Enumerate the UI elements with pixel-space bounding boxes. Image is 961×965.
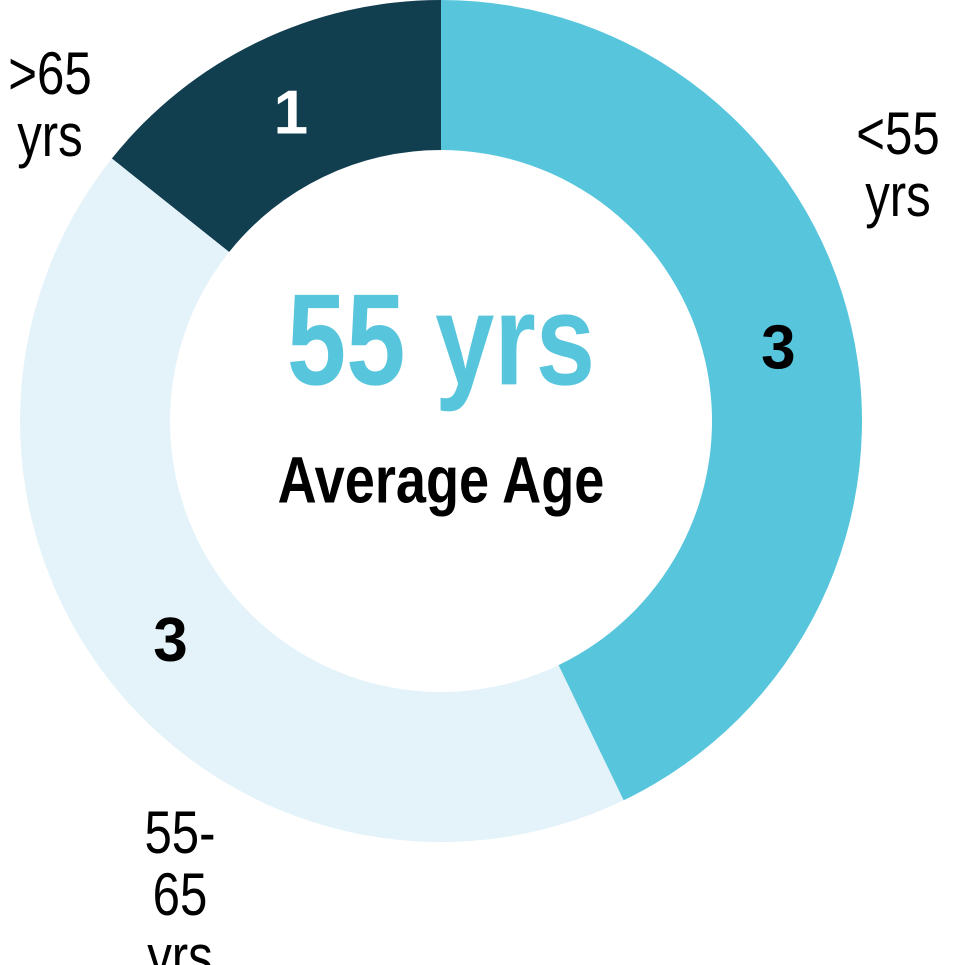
category-label: <55 yrs bbox=[856, 100, 940, 229]
center-label: Average Age bbox=[278, 442, 605, 516]
center-value: 55 yrs bbox=[287, 267, 595, 412]
value-label: 1 bbox=[274, 79, 308, 148]
category-label: 55-65 yrs bbox=[144, 799, 216, 965]
donut-segment bbox=[441, 0, 862, 801]
value-labels: 3 3 1 bbox=[153, 79, 795, 675]
donut-segment bbox=[19, 158, 624, 843]
value-label: 3 bbox=[153, 606, 187, 675]
value-label: 3 bbox=[761, 313, 795, 382]
category-label: >65 yrs bbox=[8, 40, 92, 169]
donut-segment bbox=[111, 0, 442, 253]
